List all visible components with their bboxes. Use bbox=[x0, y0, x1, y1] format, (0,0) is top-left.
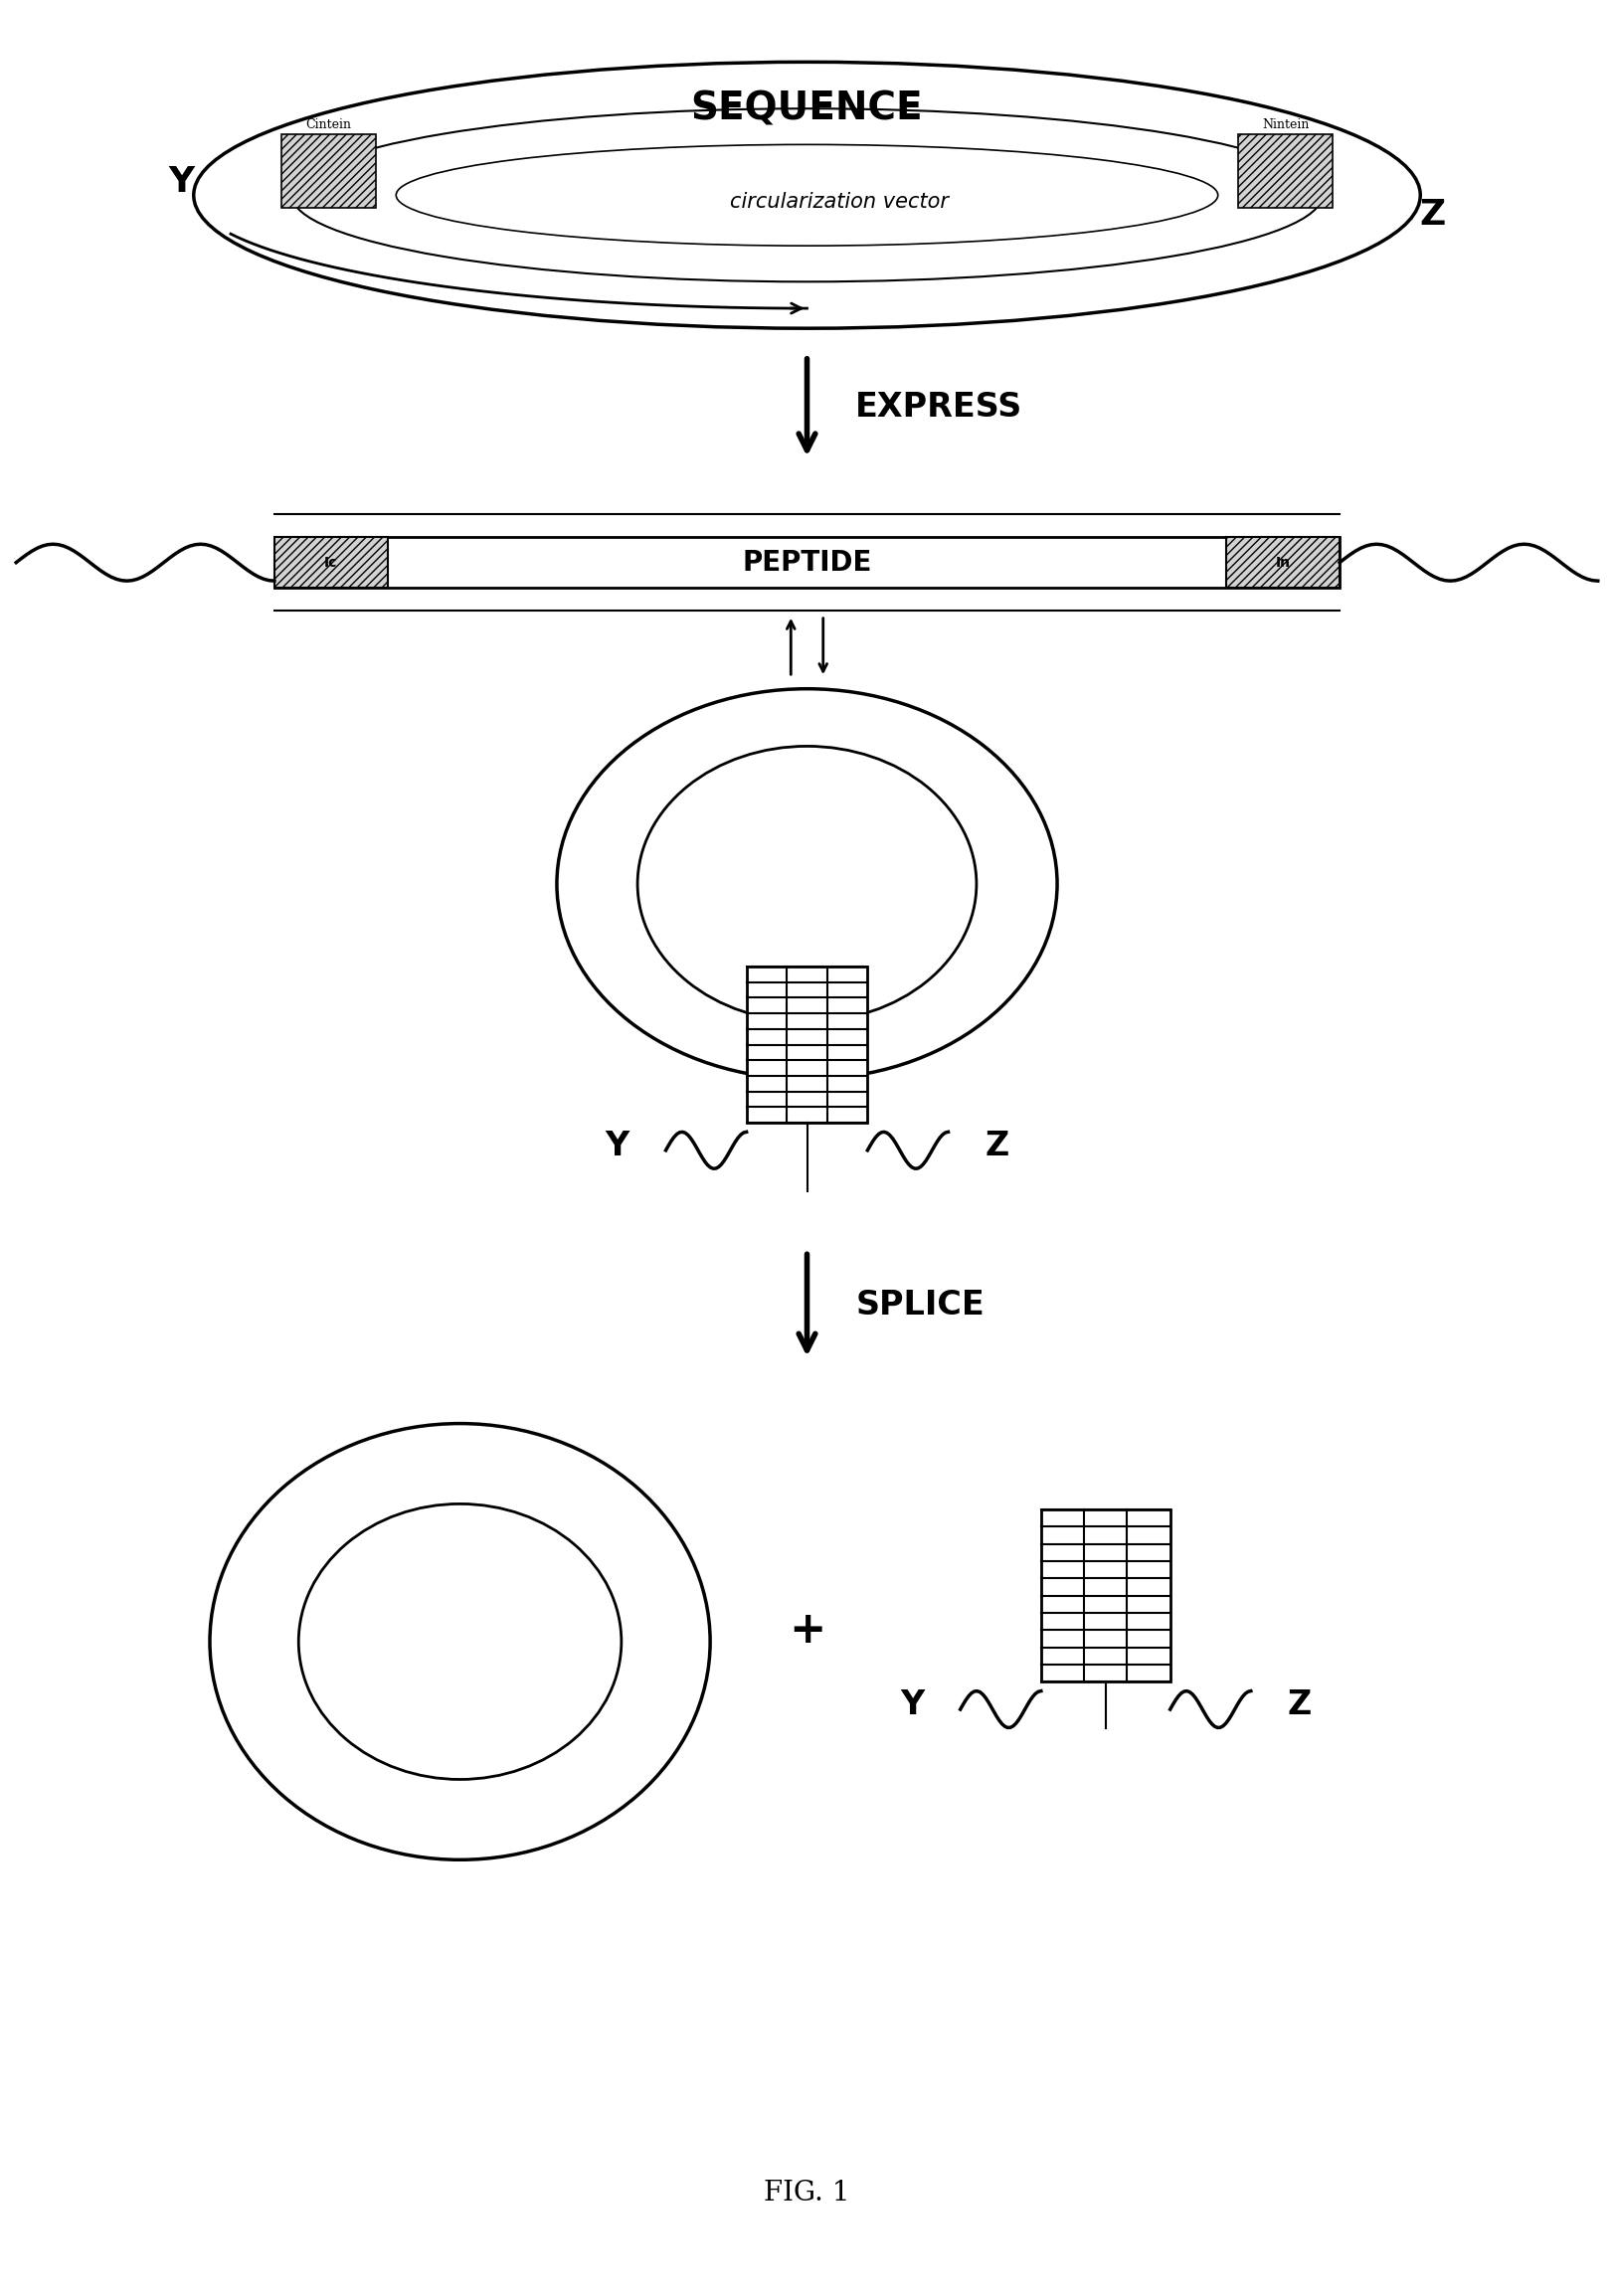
Text: Y: Y bbox=[605, 1130, 629, 1162]
Ellipse shape bbox=[194, 62, 1420, 328]
FancyBboxPatch shape bbox=[274, 537, 387, 588]
Text: PEPTIDE: PEPTIDE bbox=[742, 549, 872, 576]
Ellipse shape bbox=[557, 689, 1057, 1079]
Ellipse shape bbox=[210, 1424, 710, 1860]
Text: FIG. 1: FIG. 1 bbox=[763, 2179, 851, 2206]
Text: Z: Z bbox=[1420, 197, 1446, 232]
Text: +: + bbox=[788, 1609, 826, 1651]
FancyBboxPatch shape bbox=[282, 135, 376, 209]
Text: Y: Y bbox=[168, 165, 194, 200]
Text: Nintein: Nintein bbox=[1262, 117, 1309, 131]
Text: SPLICE: SPLICE bbox=[855, 1288, 985, 1322]
FancyBboxPatch shape bbox=[746, 967, 868, 1123]
Text: Y: Y bbox=[901, 1688, 923, 1722]
Ellipse shape bbox=[638, 746, 976, 1022]
FancyBboxPatch shape bbox=[1227, 537, 1340, 588]
FancyBboxPatch shape bbox=[274, 537, 1340, 588]
Text: Cintein: Cintein bbox=[305, 117, 352, 131]
Text: Z: Z bbox=[1288, 1688, 1311, 1722]
Text: Z: Z bbox=[985, 1130, 1009, 1162]
Text: circularization vector: circularization vector bbox=[730, 193, 949, 211]
Ellipse shape bbox=[395, 145, 1219, 246]
Text: EXPRESS: EXPRESS bbox=[855, 390, 1023, 425]
Text: In: In bbox=[1275, 556, 1291, 569]
FancyBboxPatch shape bbox=[1238, 135, 1332, 209]
FancyBboxPatch shape bbox=[1041, 1511, 1170, 1681]
Text: Ic: Ic bbox=[324, 556, 337, 569]
Text: SEQUENCE: SEQUENCE bbox=[691, 90, 923, 129]
Ellipse shape bbox=[292, 108, 1322, 282]
Ellipse shape bbox=[299, 1504, 621, 1779]
